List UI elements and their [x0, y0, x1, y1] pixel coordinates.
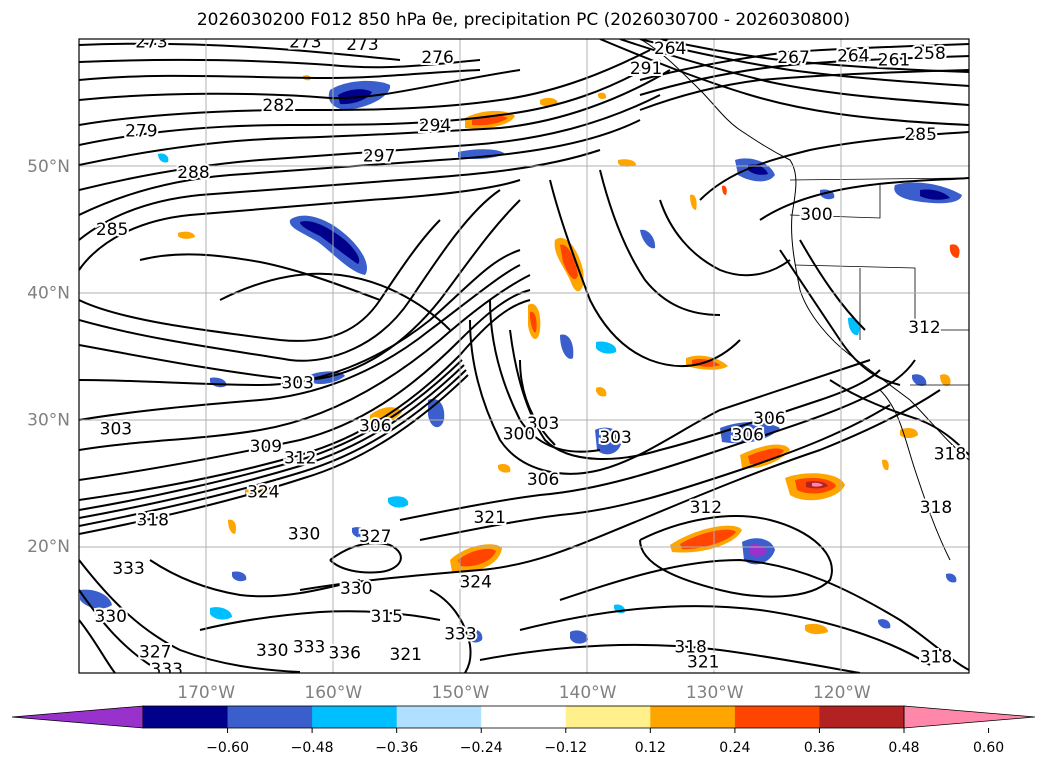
contour-label: 264: [654, 39, 686, 59]
contour-label: 324: [247, 483, 279, 503]
contour-label: 303: [599, 428, 631, 448]
map-background: [79, 39, 969, 673]
colorbar-swatch: [396, 706, 482, 728]
contour-label: 333: [151, 660, 183, 680]
contour-label: 264: [837, 46, 869, 66]
colorbar-tick-label: 0.48: [888, 740, 919, 756]
colorbar: [11, 705, 1036, 729]
precipitation-shading: [80, 75, 962, 644]
colorbar-tick-label: −0.36: [375, 740, 418, 756]
contour-label: 312: [690, 498, 722, 518]
colorbar-tick-label: −0.12: [544, 740, 587, 756]
contour-label: 303: [281, 374, 313, 394]
contour-label: 279: [125, 121, 157, 141]
contour-label: 312: [284, 448, 316, 468]
contour-label: 267: [777, 48, 809, 68]
contour-label: 282: [262, 96, 294, 116]
contour-label: 306: [527, 470, 559, 490]
lat-tick-label: 40°N: [27, 284, 70, 304]
colorbar-tick-label: 0.12: [635, 740, 666, 756]
contour-label: 318: [934, 445, 966, 465]
theta-e-contours: [79, 39, 969, 673]
colorbar-tick-label: −0.48: [291, 740, 334, 756]
lon-tick-label: 120°W: [813, 683, 871, 703]
contour-label: 294: [419, 116, 451, 136]
contour-label: 318: [137, 511, 169, 531]
contour-label: 309: [250, 437, 282, 457]
gridlines: [79, 39, 969, 673]
contour-label: 285: [96, 220, 128, 240]
political-borders: [789, 177, 969, 386]
colorbar-swatch: [227, 706, 313, 728]
colorbar-swatch: [143, 706, 229, 728]
map-title: 2026030200 F012 850 hPa θe, precipitatio…: [196, 10, 851, 30]
contour-label: 333: [444, 625, 476, 645]
colorbar-swatch: [565, 706, 651, 728]
colorbar-tick-label: 0.36: [804, 740, 835, 756]
contour-label: 288: [177, 163, 209, 183]
colorbar-extend-high: [903, 705, 1036, 729]
coastline: [639, 39, 969, 561]
contour-labels: 273 273 273 276 264 267 264 261 258 291 282 294 279 2…: [93, 33, 969, 680]
contour-label: 273: [135, 33, 167, 53]
colorbar-tick-label: 0.24: [719, 740, 750, 756]
latitude-tick-labels: 20°N 30°N 40°N 50°N: [27, 157, 70, 557]
contour-label: 297: [363, 147, 395, 167]
contour-label: 276: [421, 48, 453, 68]
contour-label: 273: [346, 35, 378, 55]
contour-label: 303: [527, 414, 559, 434]
lat-tick-label: 20°N: [27, 537, 70, 557]
colorbar-frame: [142, 705, 905, 729]
contour-label: 315: [370, 607, 402, 627]
contour-label: 318: [674, 637, 706, 657]
colorbar-tick-label: −0.24: [460, 740, 503, 756]
lat-tick-label: 50°N: [27, 157, 70, 177]
contour-label: 300: [503, 424, 535, 444]
colorbar-swatch: [734, 706, 820, 728]
contour-label: 333: [112, 559, 144, 579]
colorbar-extend-low: [11, 705, 144, 729]
colorbar-swatch: [650, 706, 736, 728]
contour-label: 273: [289, 33, 321, 53]
contour-label: 330: [340, 579, 372, 599]
contour-label: 330: [256, 641, 288, 661]
contour-label: 318: [920, 648, 952, 668]
contour-label: 291: [630, 59, 662, 79]
contour-label: 324: [459, 573, 491, 593]
contour-label: 333: [293, 637, 325, 657]
colorbar-tick-labels: −0.60 −0.48 −0.36 −0.24 −0.12 0.12 0.24 0.36 0.4…: [206, 728, 1004, 756]
contour-label: 330: [95, 607, 127, 627]
contour-label: 306: [359, 417, 391, 437]
contour-label: 312: [908, 318, 940, 338]
contour-label: 306: [732, 426, 764, 446]
lon-tick-label: 160°W: [304, 683, 362, 703]
contour-label: 327: [139, 642, 171, 662]
contour-label: 318: [920, 498, 952, 518]
colorbar-swatch: [819, 706, 905, 728]
contour-label: 321: [473, 508, 505, 528]
lon-tick-label: 150°W: [432, 683, 490, 703]
longitude-tick-labels: 170°W 160°W 150°W 140°W 130°W 120°W: [177, 683, 871, 703]
contour-label: 261: [878, 50, 910, 70]
contour-label: 330: [288, 525, 320, 545]
contour-label: 300: [800, 205, 832, 225]
lon-tick-label: 140°W: [559, 683, 617, 703]
colorbar-swatch: [312, 706, 398, 728]
colorbar-tick-label: −0.60: [206, 740, 249, 756]
contour-label: 336: [329, 644, 361, 664]
contour-label: 285: [904, 125, 936, 145]
lon-tick-label: 170°W: [177, 683, 235, 703]
contour-label: 321: [687, 653, 719, 673]
contour-label: 258: [913, 44, 945, 64]
contour-label: 327: [359, 527, 391, 547]
lon-tick-label: 130°W: [686, 683, 744, 703]
lat-tick-label: 30°N: [27, 410, 70, 430]
contour-label: 306: [753, 409, 785, 429]
contour-label: 303: [100, 419, 132, 439]
map-frame: [78, 38, 970, 674]
colorbar-swatch: [481, 706, 567, 728]
colorbar-tick-label: 0.60: [973, 740, 1004, 756]
contour-label: 321: [390, 645, 422, 665]
